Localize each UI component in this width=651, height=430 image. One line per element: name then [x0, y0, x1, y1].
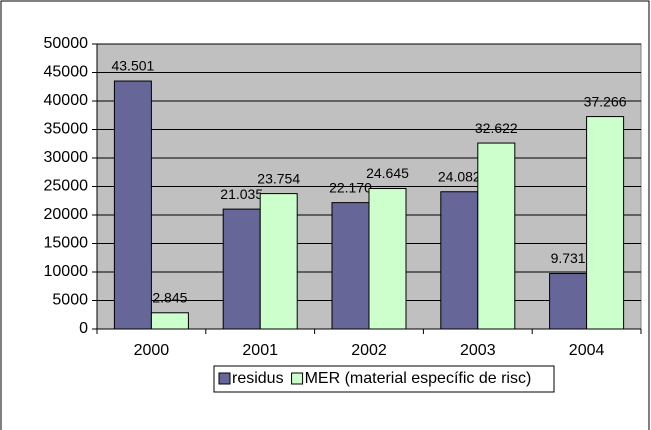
bar: [549, 273, 588, 330]
bar: [150, 312, 189, 330]
bar: [477, 142, 516, 330]
y-tick-label: 50000: [44, 35, 89, 52]
data-label: 43.501: [111, 58, 154, 74]
x-tick-label: 2002: [351, 342, 387, 359]
data-label: 24.645: [366, 165, 409, 181]
data-label: 32.622: [475, 120, 518, 136]
bar: [440, 191, 479, 330]
data-label: 2.845: [152, 289, 187, 305]
data-label: 23.754: [257, 170, 300, 186]
bar: [222, 208, 261, 330]
y-tick-label: 45000: [44, 64, 89, 81]
bar: [113, 80, 152, 330]
y-tick-label: 25000: [44, 178, 89, 195]
legend-label: MER (material específic de risc): [305, 370, 532, 387]
x-tick-label: 2000: [134, 342, 170, 359]
legend-swatch: [218, 372, 231, 385]
data-label: 9.731: [551, 250, 586, 266]
legend-box: [213, 365, 555, 393]
data-label: 22.170: [329, 179, 372, 195]
bar: [368, 188, 407, 330]
data-label: 24.082: [438, 168, 481, 184]
y-tick-label: 5000: [52, 292, 88, 309]
bar: [331, 202, 370, 330]
legend-label: residus: [232, 370, 284, 387]
bar: [586, 116, 625, 330]
y-tick-label: 20000: [44, 206, 89, 223]
y-tick-label: 15000: [44, 235, 89, 252]
x-tick-label: 2001: [242, 342, 278, 359]
bar: [259, 193, 298, 330]
data-label: 21.035: [220, 186, 263, 202]
y-tick-label: 0: [79, 320, 88, 337]
x-tick-label: 2004: [569, 342, 605, 359]
y-tick-label: 30000: [44, 149, 89, 166]
y-tick-label: 35000: [44, 121, 89, 138]
x-tick-label: 2003: [460, 342, 496, 359]
legend-swatch: [291, 372, 304, 385]
y-tick-label: 40000: [44, 92, 89, 109]
data-label: 37.266: [584, 93, 627, 109]
y-tick-label: 10000: [44, 263, 89, 280]
